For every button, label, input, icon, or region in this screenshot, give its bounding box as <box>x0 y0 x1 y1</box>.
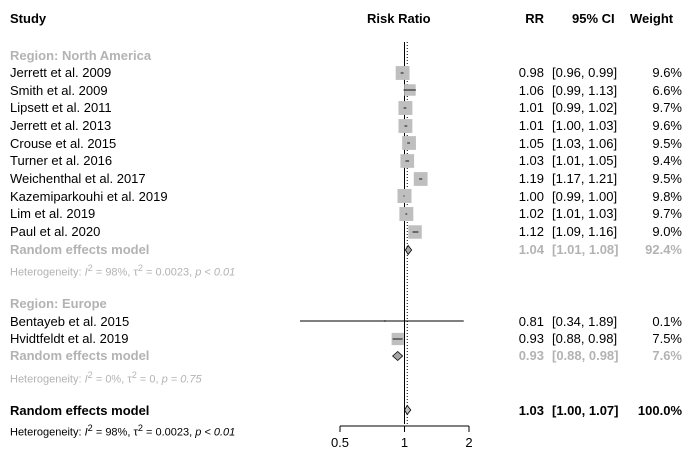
study-label: Lipsett et al. 2011 <box>10 100 112 115</box>
pooled-ci-north-america: [1.01, 1.08] <box>552 242 619 257</box>
pooled-diamond <box>391 350 404 362</box>
x-axis-tick-label: 0.5 <box>331 435 349 450</box>
study-weight: 9.8% <box>652 189 682 204</box>
subgroup-label-europe: Region: Europe <box>10 296 107 311</box>
pooled-weight-north-america: 92.4% <box>645 242 682 257</box>
study-rr: 1.12 <box>518 224 544 239</box>
heterogeneity-overall: Heterogeneity: I2 = 98%, τ2 = 0.0023, p … <box>10 423 236 439</box>
study-rr: 1.03 <box>518 153 544 168</box>
study-ci: [1.00, 1.03] <box>552 118 618 133</box>
study-ci: [0.96, 0.99] <box>552 65 618 80</box>
subgroup-label-north-america: Region: North America <box>10 48 152 63</box>
pooled-label-europe: Random effects model <box>10 348 150 363</box>
study-rr: 0.81 <box>518 314 544 329</box>
study-rr: 1.01 <box>518 118 544 133</box>
study-ci: [1.03, 1.06] <box>552 136 618 151</box>
study-label: Smith et al. 2009 <box>10 83 108 98</box>
study-label: Paul et al. 2020 <box>10 224 101 239</box>
study-rr: 0.93 <box>518 331 544 346</box>
study-rr: 1.01 <box>518 100 544 115</box>
pooled-ci-europe: [0.88, 0.98] <box>552 348 619 363</box>
overall-rr: 1.03 <box>518 403 544 418</box>
heterogeneity-north-america: Heterogeneity: I2 = 98%, τ2 = 0.0023, p … <box>10 263 236 279</box>
study-label: Turner et al. 2016 <box>10 153 113 168</box>
study-rr: 1.02 <box>518 206 544 221</box>
pooled-rr-north-america: 1.04 <box>518 242 544 257</box>
study-label: Jerrett et al. 2009 <box>10 65 112 80</box>
header-weight: Weight <box>630 11 674 26</box>
overall-model-label: Random effects model <box>10 403 150 418</box>
study-weight: 9.6% <box>652 118 682 133</box>
x-axis-tick-label: 2 <box>465 435 472 450</box>
header-risk-ratio: Risk Ratio <box>367 11 431 26</box>
pooled-label-north-america: Random effects model <box>10 242 150 257</box>
header-ci: 95% CI <box>572 11 615 26</box>
study-weight: 0.1% <box>652 314 682 329</box>
study-rr: 1.19 <box>518 171 544 186</box>
study-weight: 9.0% <box>652 224 682 239</box>
study-label: Weichenthal et al. 2017 <box>10 171 146 186</box>
study-ci: [0.99, 1.13] <box>552 83 618 98</box>
pooled-diamond <box>404 244 413 256</box>
overall-ci: [1.00, 1.07] <box>552 403 619 418</box>
study-weight: 9.7% <box>652 206 682 221</box>
study-ci: [1.17, 1.21] <box>552 171 618 186</box>
study-rr: 1.05 <box>518 136 544 151</box>
study-label: Bentayeb et al. 2015 <box>10 314 130 329</box>
study-weight: 9.4% <box>652 153 682 168</box>
study-rr: 1.06 <box>518 83 544 98</box>
study-rr: 0.98 <box>518 65 544 80</box>
study-ci: [0.99, 1.02] <box>552 100 618 115</box>
study-weight: 6.6% <box>652 83 682 98</box>
overall-weight: 100.0% <box>637 403 682 418</box>
study-weight: 9.5% <box>652 171 682 186</box>
study-weight: 7.5% <box>652 331 682 346</box>
study-weight: 9.7% <box>652 100 682 115</box>
study-weight: 9.5% <box>652 136 682 151</box>
pooled-rr-europe: 0.93 <box>518 348 544 363</box>
study-rr: 1.00 <box>518 189 544 204</box>
study-label: Lim et al. 2019 <box>10 206 96 221</box>
study-ci: [1.01, 1.05] <box>552 153 618 168</box>
pooled-diamond <box>404 404 412 416</box>
study-weight: 9.6% <box>652 65 682 80</box>
header-study: Study <box>10 11 47 26</box>
study-label: Crouse et al. 2015 <box>10 136 117 151</box>
study-ci: [1.09, 1.16] <box>552 224 618 239</box>
x-axis-tick-label: 1 <box>401 435 408 450</box>
study-ci: [0.34, 1.89] <box>552 314 618 329</box>
study-label: Kazemiparkouhi et al. 2019 <box>10 189 168 204</box>
study-ci: [0.88, 0.98] <box>552 331 618 346</box>
study-label: Jerrett et al. 2013 <box>10 118 112 133</box>
study-ci: [1.01, 1.03] <box>552 206 618 221</box>
study-label: Hvidtfeldt et al. 2019 <box>10 331 129 346</box>
header-rr: RR <box>525 11 544 26</box>
pooled-weight-europe: 7.6% <box>652 348 682 363</box>
heterogeneity-europe: Heterogeneity: I2 = 0%, τ2 = 0, p = 0.75 <box>10 370 202 386</box>
study-ci: [0.99, 1.00] <box>552 189 618 204</box>
